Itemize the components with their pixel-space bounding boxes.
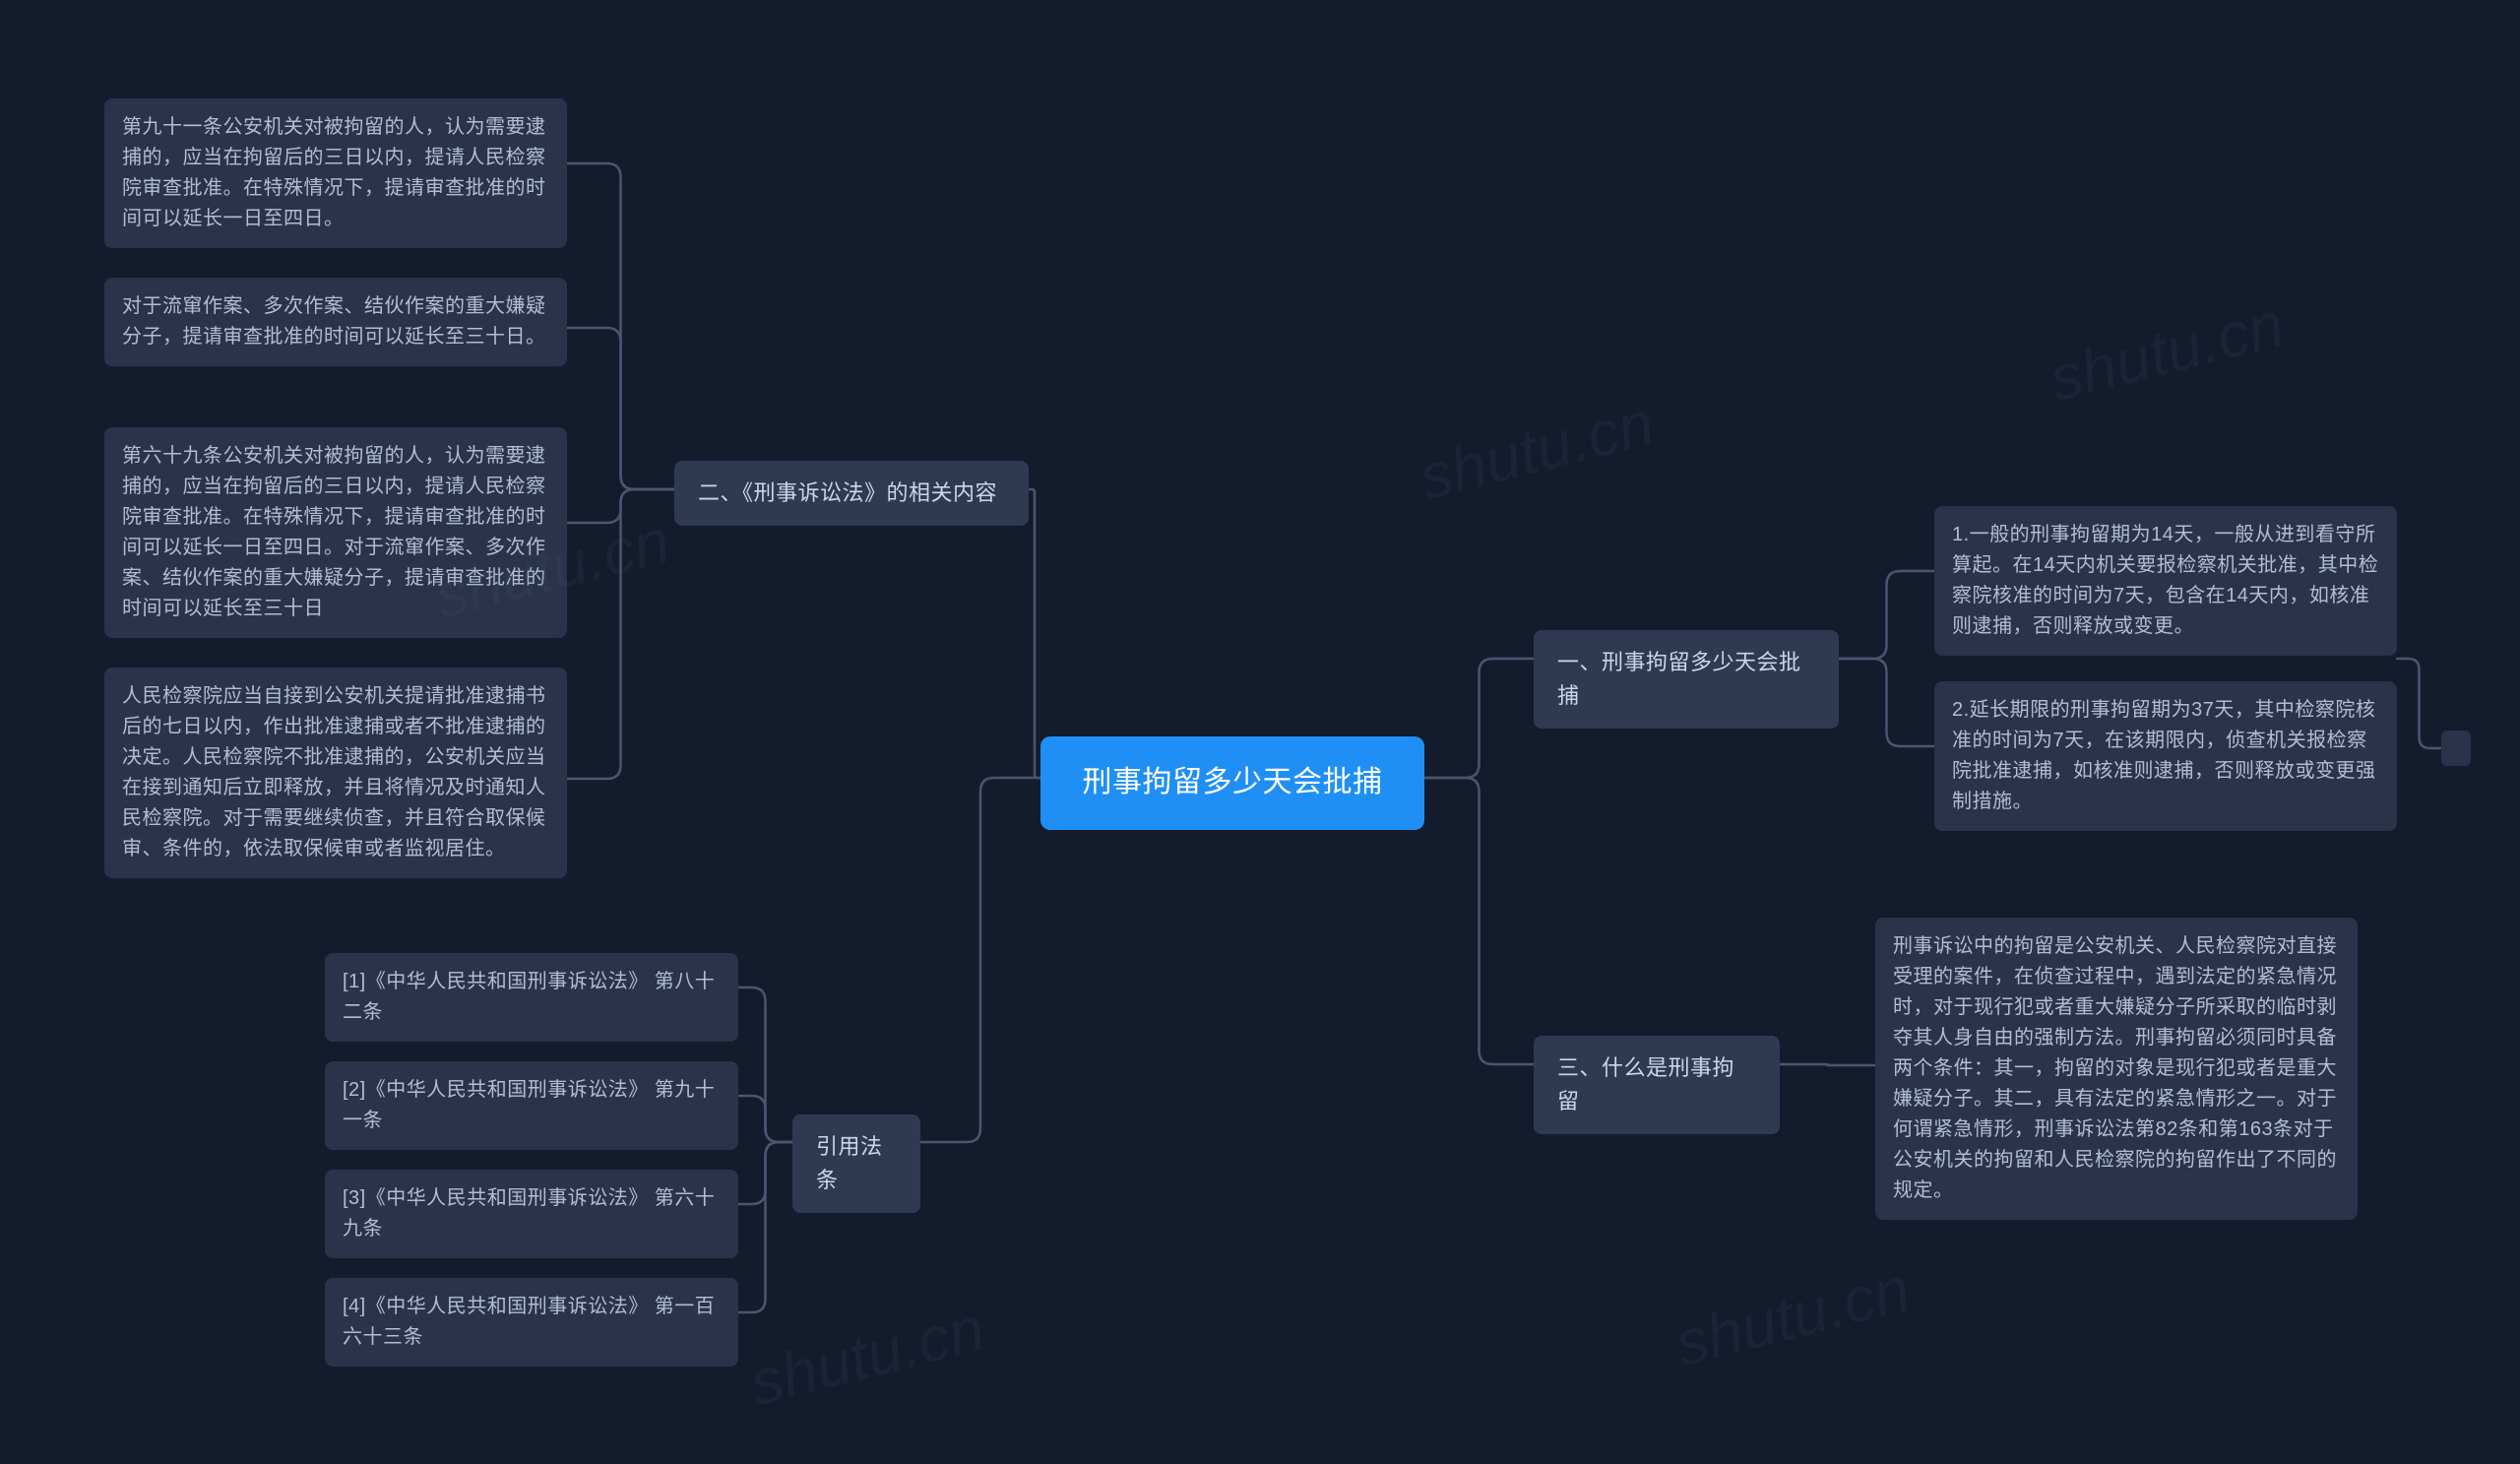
branch-left-1: 引用法条	[792, 1114, 920, 1213]
leaf-left-0-3: 人民检察院应当自接到公安机关提请批准逮捕书后的七日以内，作出批准逮捕或者不批准逮…	[104, 668, 567, 878]
branch-right-0: 一、刑事拘留多少天会批捕	[1534, 630, 1839, 729]
leaf-left-1-2: [3]《中华人民共和国刑事诉讼法》 第六十九条	[325, 1170, 738, 1258]
watermark: shutu.cn	[1413, 386, 1662, 514]
leaf-left-0-2: 第六十九条公安机关对被拘留的人，认为需要逮捕的，应当在拘留后的三日以内，提请人民…	[104, 427, 567, 638]
leaf-right-0-1: 2.延长期限的刑事拘留期为37天，其中检察院核准的时间为7天，在该期限内，侦查机…	[1934, 681, 2397, 831]
leaf-left-0-0: 第九十一条公安机关对被拘留的人，认为需要逮捕的，应当在拘留后的三日以内，提请人民…	[104, 98, 567, 248]
branch-left-0: 二、《刑事诉讼法》的相关内容	[674, 461, 1029, 526]
collapsed-node	[2441, 731, 2471, 766]
watermark: shutu.cn	[1669, 1252, 1918, 1380]
leaf-left-1-1: [2]《中华人民共和国刑事诉讼法》 第九十一条	[325, 1061, 738, 1150]
watermark: shutu.cn	[743, 1292, 992, 1420]
central-topic: 刑事拘留多少天会批捕	[1040, 736, 1424, 830]
leaf-right-0-0: 1.一般的刑事拘留期为14天，一般从进到看守所算起。在14天内机关要报检察机关批…	[1934, 506, 2397, 656]
branch-right-1: 三、什么是刑事拘留	[1534, 1036, 1780, 1134]
leaf-left-1-0: [1]《中华人民共和国刑事诉讼法》 第八十二条	[325, 953, 738, 1042]
leaf-left-0-1: 对于流窜作案、多次作案、结伙作案的重大嫌疑分子，提请审查批准的时间可以延长至三十…	[104, 278, 567, 366]
watermark: shutu.cn	[2043, 287, 2292, 415]
leaf-right-1-0: 刑事诉讼中的拘留是公安机关、人民检察院对直接受理的案件，在侦查过程中，遇到法定的…	[1875, 918, 2358, 1220]
leaf-left-1-3: [4]《中华人民共和国刑事诉讼法》 第一百六十三条	[325, 1278, 738, 1367]
